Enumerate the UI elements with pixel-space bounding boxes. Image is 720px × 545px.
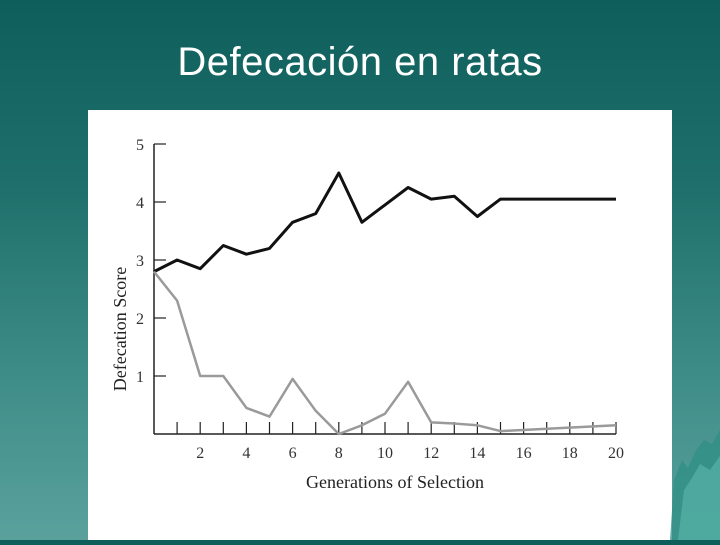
chart-series xyxy=(153,171,617,436)
x-axis-title: Generations of Selection xyxy=(306,472,484,492)
slide-title: Defecación en ratas xyxy=(177,40,543,84)
series-line-1 xyxy=(153,171,616,273)
mountain-decoration xyxy=(670,430,720,540)
x-tick-label: 18 xyxy=(562,445,578,462)
y-tick-label: 1 xyxy=(136,369,144,386)
y-tick-label: 2 xyxy=(136,311,144,328)
x-tick-label: 16 xyxy=(516,445,532,462)
x-tick-label: 8 xyxy=(335,445,343,462)
y-tick-label: 4 xyxy=(136,195,144,212)
x-tick-label: 20 xyxy=(608,445,624,462)
y-tick-label: 3 xyxy=(136,253,144,270)
x-tick-label: 10 xyxy=(377,445,393,462)
x-tick-label: 6 xyxy=(289,445,297,462)
chart-panel: 1 2 3 4 5 2 4 6 8 10 12 14 16 18 20 Generations of Sele… xyxy=(88,110,672,540)
series-line-2 xyxy=(153,270,617,436)
chart-axes xyxy=(153,143,617,435)
x-tick-label: 14 xyxy=(469,445,485,462)
x-tick-label: 12 xyxy=(423,445,439,462)
y-axis-title: Defecation Score xyxy=(110,267,130,391)
x-tick-label: 4 xyxy=(242,445,250,462)
y-tick-label: 5 xyxy=(136,137,144,154)
x-tick-label: 2 xyxy=(196,445,204,462)
